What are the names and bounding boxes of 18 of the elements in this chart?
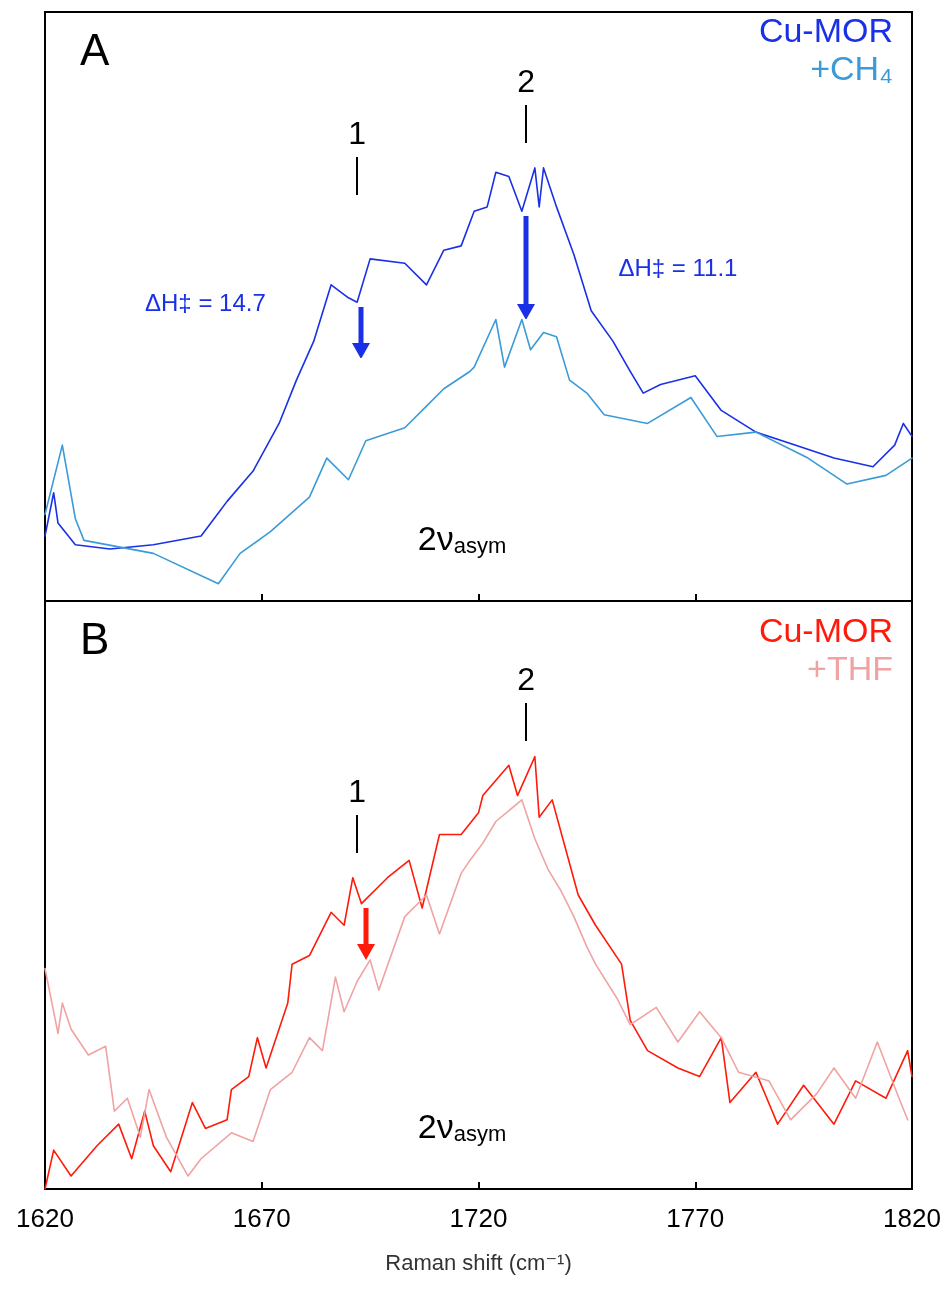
x-tick-label: 1720 — [449, 1203, 508, 1233]
text: 2 — [517, 63, 536, 100]
x-tick-label: 1620 — [16, 1203, 74, 1233]
text: 2 — [517, 660, 536, 697]
x-axis-title: Raman shift (cm⁻¹) — [385, 1249, 572, 1275]
x-tick-label: 1670 — [232, 1203, 291, 1233]
text: 1 — [348, 115, 367, 152]
chart-title: B — [80, 613, 110, 663]
text: +CH₄ — [810, 49, 893, 87]
text: Cu-MOR — [758, 11, 893, 49]
text: +THF — [807, 649, 893, 687]
x-tick-label: 1770 — [666, 1203, 725, 1233]
x-tick-label: 1820 — [883, 1203, 941, 1233]
text: Cu-MOR — [758, 611, 893, 649]
chart-title: A — [80, 24, 110, 74]
annotation: 1 — [348, 773, 367, 810]
annotation: ΔH‡ = 14.7 — [145, 288, 266, 316]
annotation: ΔH‡ = 11.1 — [618, 254, 738, 282]
